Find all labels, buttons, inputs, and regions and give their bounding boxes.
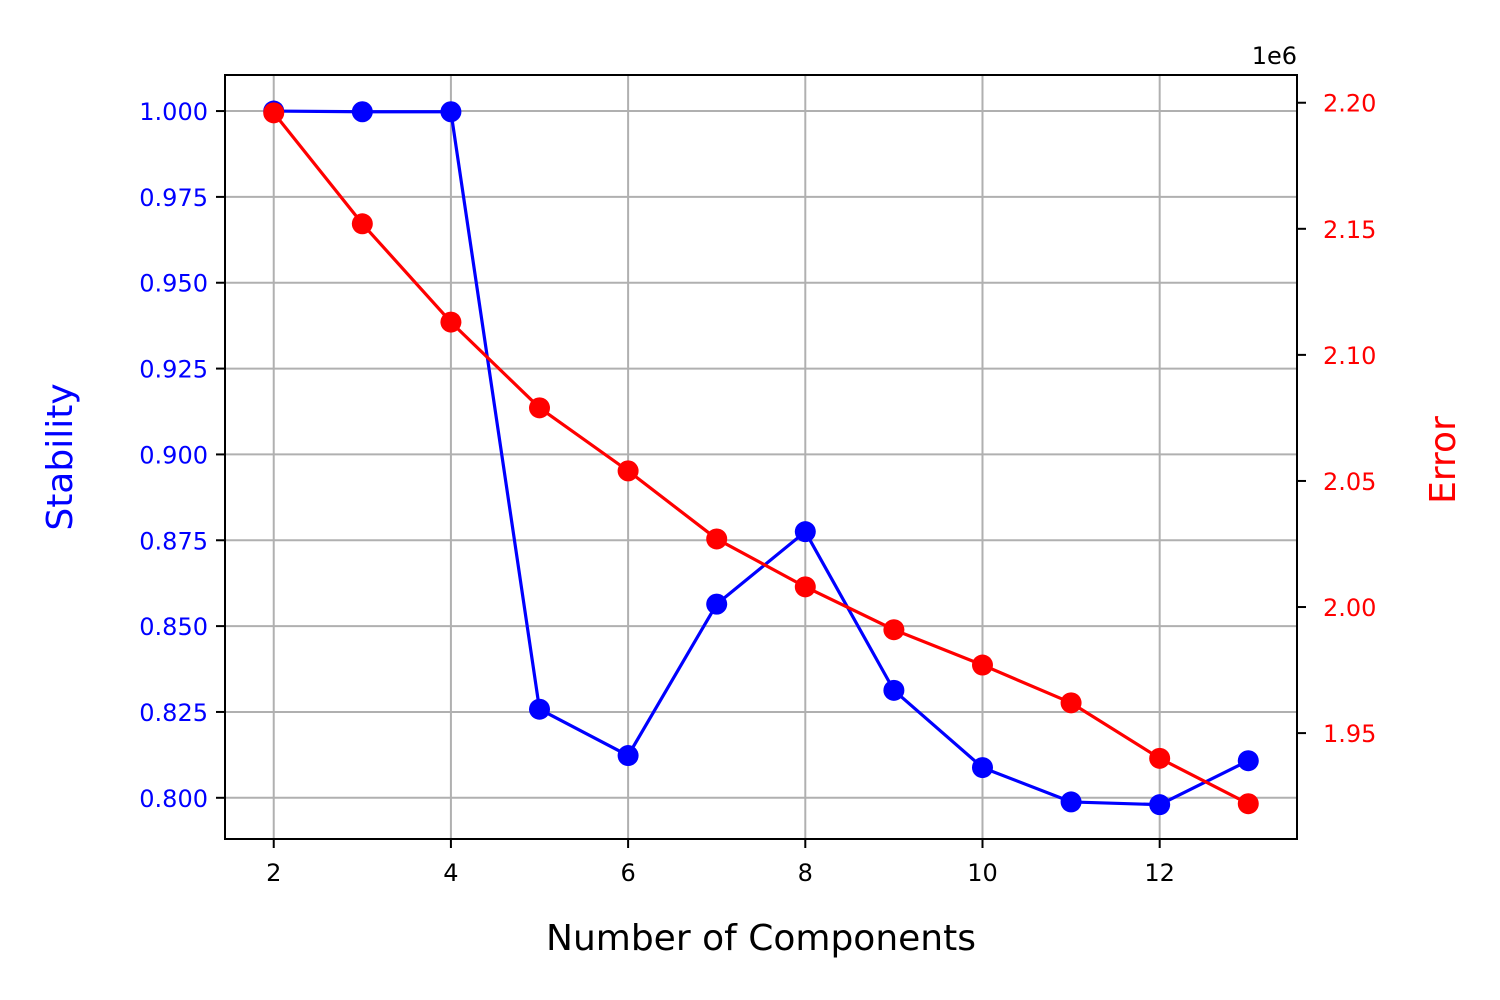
grid — [225, 75, 1297, 839]
series-point-1 — [529, 698, 551, 720]
left-y-tick-label: 0.875 — [139, 527, 208, 555]
x-tick-label: 4 — [443, 859, 458, 887]
x-tick-label: 12 — [1144, 859, 1175, 887]
series-point-2 — [883, 619, 905, 641]
right-y-tick-label: 2.05 — [1323, 468, 1376, 496]
series-point-1 — [440, 101, 462, 123]
series-point-2 — [1060, 692, 1082, 714]
right-y-tick-label: 2.20 — [1323, 90, 1376, 118]
left-y-tick-label: 0.950 — [139, 270, 208, 298]
series-line-2 — [272, 111, 1249, 806]
series-point-1 — [351, 101, 373, 123]
series-point-2 — [351, 213, 373, 235]
series-point-2 — [971, 654, 993, 676]
series-point-2 — [1149, 747, 1171, 769]
series-point-2 — [263, 102, 285, 124]
series-layer — [263, 100, 1259, 816]
series-point-2 — [529, 397, 551, 419]
right-y-tick-label: 2.10 — [1323, 342, 1376, 370]
right-y-axis-title: Error — [1423, 416, 1464, 504]
series-point-2 — [794, 576, 816, 598]
left-y-tick-label: 0.900 — [139, 441, 208, 469]
left-y-axis-title: Stability — [40, 383, 81, 530]
left-y-tick-label: 0.825 — [139, 699, 208, 727]
x-axis-title: Number of Components — [546, 918, 976, 959]
right-y-axis-offset: 1e6 — [1252, 42, 1297, 70]
series-line-1 — [273, 109, 1249, 807]
series-point-2 — [617, 460, 639, 482]
series-point-1 — [971, 757, 993, 779]
x-tick-label: 8 — [798, 859, 813, 887]
series-point-2 — [1237, 793, 1259, 815]
right-y-tick-label: 1.95 — [1323, 720, 1376, 748]
right-y-tick-label: 2.15 — [1323, 216, 1376, 244]
series-point-1 — [1149, 794, 1171, 816]
x-tick-label: 2 — [266, 859, 281, 887]
x-tick-label: 10 — [967, 859, 998, 887]
x-axis: 2 4 6 8 10 12 — [266, 839, 1175, 887]
plot-frame — [224, 74, 1298, 840]
x-tick-label: 6 — [620, 859, 635, 887]
left-y-axis: 0.800 0.825 0.850 0.875 0.900 0.925 0.950 0.975… — [139, 98, 225, 813]
left-y-tick-label: 0.925 — [139, 356, 208, 384]
left-y-tick-label: 1.000 — [139, 98, 208, 126]
left-y-tick-label: 0.975 — [139, 184, 208, 212]
series-point-1 — [706, 593, 728, 615]
series-point-1 — [1060, 791, 1082, 813]
series-point-2 — [440, 311, 462, 333]
series-point-1 — [1237, 750, 1259, 772]
series-point-1 — [794, 521, 816, 543]
series-point-2 — [706, 528, 728, 550]
right-y-tick-label: 2.00 — [1323, 594, 1376, 622]
left-y-tick-label: 0.850 — [139, 613, 208, 641]
series-point-1 — [617, 745, 639, 767]
left-y-tick-label: 0.800 — [139, 785, 208, 813]
series-point-1 — [883, 679, 905, 701]
right-y-axis: 1.95 2.00 2.05 2.10 2.15 2.20 — [1297, 90, 1376, 748]
